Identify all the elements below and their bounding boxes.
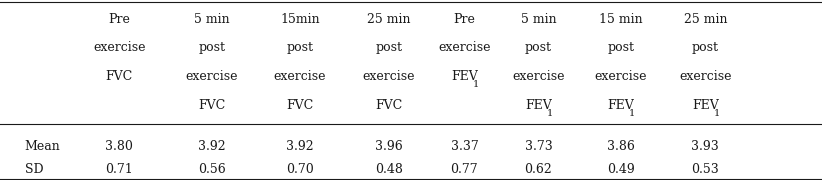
Text: 0.77: 0.77 [450,163,478,176]
Text: exercise: exercise [679,70,732,83]
Text: FEV: FEV [607,99,634,112]
Text: post: post [199,41,225,54]
Text: FEV: FEV [451,70,478,83]
Text: post: post [607,41,634,54]
Text: 0.48: 0.48 [375,163,403,176]
Text: exercise: exercise [363,70,415,83]
Text: 0.56: 0.56 [198,163,226,176]
Text: exercise: exercise [186,70,238,83]
Text: 1: 1 [713,109,720,118]
Text: FVC: FVC [286,99,314,112]
Text: 5 min: 5 min [194,13,230,26]
Text: exercise: exercise [274,70,326,83]
Text: exercise: exercise [512,70,565,83]
Text: 15 min: 15 min [598,13,643,26]
Text: 1: 1 [547,109,553,118]
Text: 0.71: 0.71 [105,163,133,176]
Text: 3.92: 3.92 [198,140,226,153]
Text: post: post [692,41,718,54]
Text: FEV: FEV [525,99,552,112]
Text: 0.62: 0.62 [524,163,552,176]
Text: exercise: exercise [93,41,145,54]
Text: 3.86: 3.86 [607,140,635,153]
Text: 0.53: 0.53 [691,163,719,176]
Text: 1: 1 [473,80,479,89]
Text: 25 min: 25 min [684,13,727,26]
Text: exercise: exercise [594,70,647,83]
Text: Mean: Mean [25,140,60,153]
Text: FVC: FVC [375,99,403,112]
Text: 1: 1 [629,109,635,118]
Text: 0.70: 0.70 [286,163,314,176]
Text: exercise: exercise [438,41,491,54]
Text: FVC: FVC [105,70,133,83]
Text: post: post [376,41,402,54]
Text: 25 min: 25 min [367,13,410,26]
Text: 15min: 15min [280,13,320,26]
Text: Pre: Pre [454,13,475,26]
Text: 3.96: 3.96 [375,140,403,153]
Text: 3.93: 3.93 [691,140,719,153]
Text: Pre: Pre [109,13,130,26]
Text: 3.37: 3.37 [450,140,478,153]
Text: 0.49: 0.49 [607,163,635,176]
Text: post: post [287,41,313,54]
Text: 3.80: 3.80 [105,140,133,153]
Text: 5 min: 5 min [520,13,556,26]
Text: FEV: FEV [692,99,718,112]
Text: FVC: FVC [198,99,226,112]
Text: 3.73: 3.73 [524,140,552,153]
Text: 3.92: 3.92 [286,140,314,153]
Text: post: post [525,41,552,54]
Text: SD: SD [25,163,44,176]
